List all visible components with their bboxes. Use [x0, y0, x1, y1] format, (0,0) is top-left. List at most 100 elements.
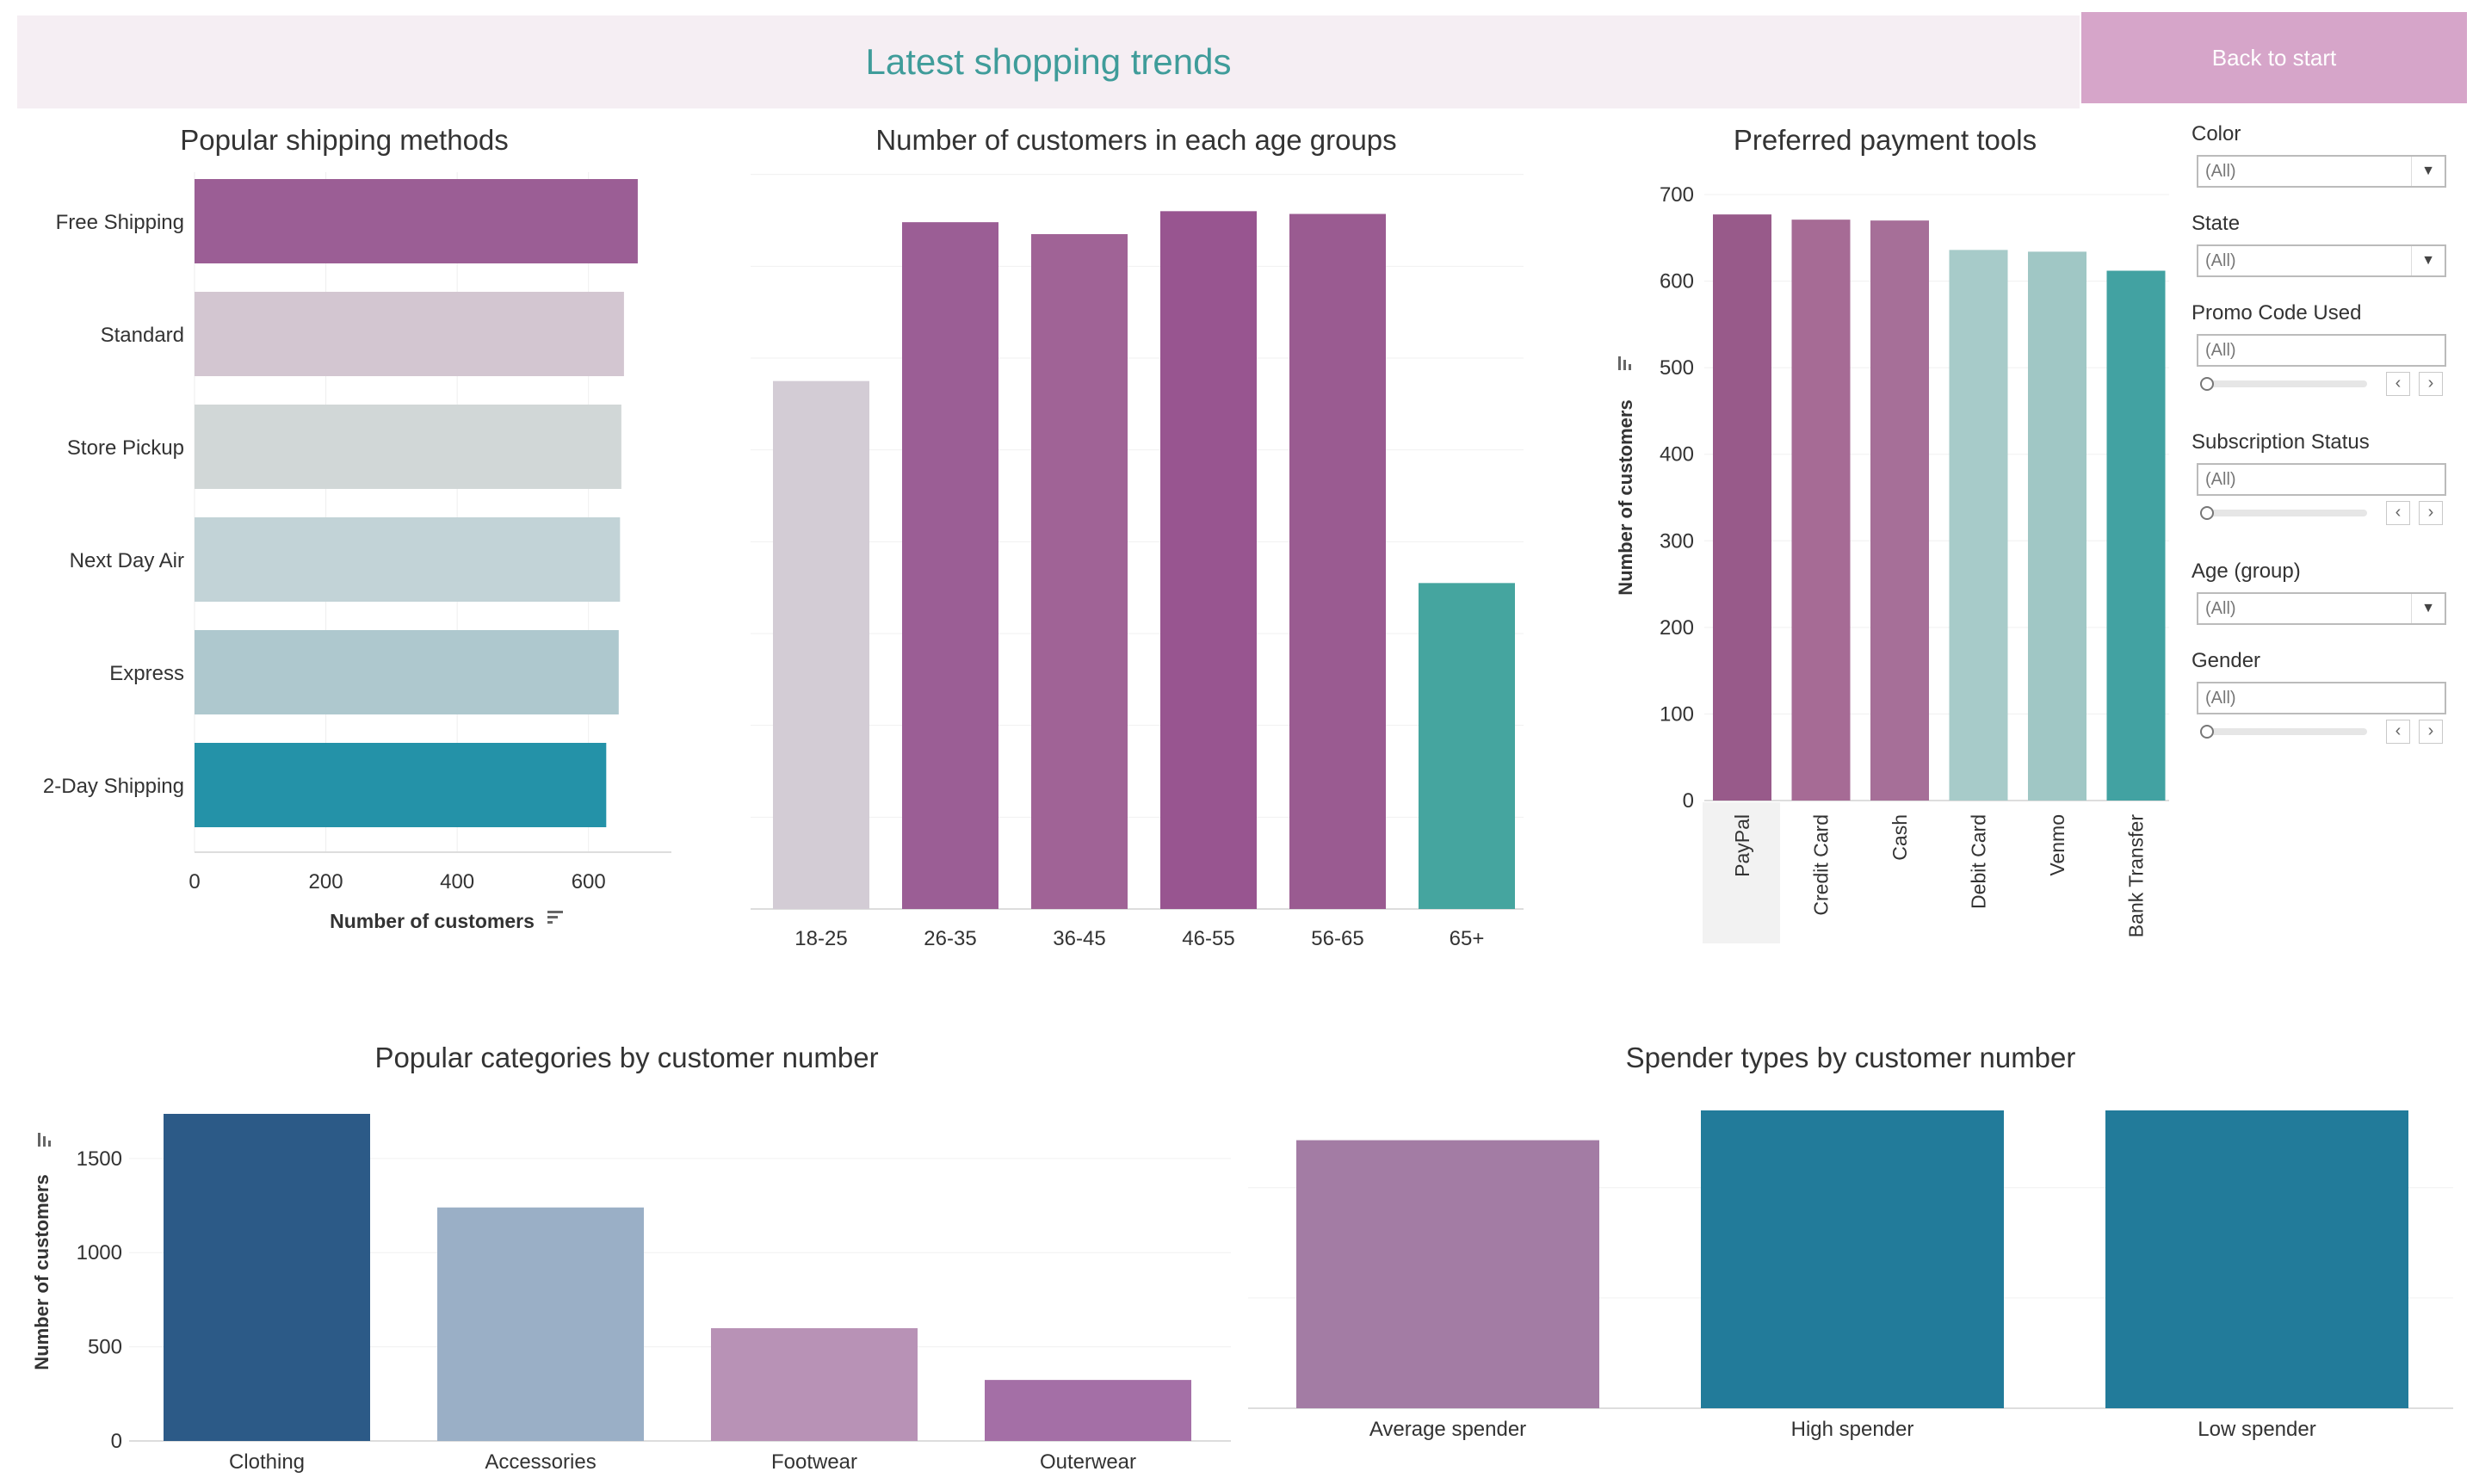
x-tick-label: 0: [189, 870, 200, 893]
bar: [711, 1327, 918, 1441]
bar: [985, 1380, 1191, 1441]
bar: [1419, 583, 1515, 909]
age-groups-chart: 18-25 26-35 36-45 46-55 56-65 65+: [751, 174, 1524, 950]
x-tick-label: 400: [440, 870, 474, 893]
bar: [902, 222, 998, 910]
chevron-right-icon[interactable]: ›: [2419, 372, 2443, 396]
slider-track[interactable]: [2204, 510, 2367, 516]
bar: [2106, 270, 2166, 801]
bar: [195, 743, 607, 827]
filter-gender-select[interactable]: (All): [2197, 682, 2446, 714]
bar: [437, 1207, 644, 1441]
category-label: 36-45: [1053, 927, 1105, 950]
chevron-left-icon[interactable]: ‹: [2386, 720, 2410, 744]
slider-track[interactable]: [2204, 380, 2367, 387]
category-label: Cash: [1889, 814, 1911, 861]
filter-label: Gender: [2192, 649, 2261, 672]
category-label: Debit Card: [1968, 814, 1990, 909]
category-label: Footwear: [771, 1450, 857, 1474]
bar: [195, 405, 621, 489]
filter-value: (All): [2205, 341, 2236, 360]
slider-handle[interactable]: [2200, 506, 2214, 520]
selected-category-highlight: [1703, 802, 1780, 943]
filter-label: Age (group): [2192, 560, 2301, 583]
category-label: 65+: [1450, 927, 1485, 950]
chevron-down-icon[interactable]: ▼: [2411, 157, 2445, 186]
chevron-down-icon[interactable]: ▼: [2411, 594, 2445, 623]
chevron-left-icon[interactable]: ‹: [2386, 372, 2410, 396]
sort-icon: [1618, 356, 1631, 370]
spender-types-chart: Average spender High spender Low spender: [1248, 1110, 2453, 1441]
filter-value: (All): [2205, 599, 2236, 618]
bar: [164, 1114, 370, 1441]
y-tick-label: 400: [1660, 443, 1694, 467]
slider-handle[interactable]: [2200, 377, 2214, 391]
filter-value: (All): [2205, 689, 2236, 708]
bar: [1870, 220, 1929, 801]
bar: [195, 517, 621, 602]
category-label: Low spender: [2198, 1418, 2315, 1441]
category-label: Express: [109, 662, 184, 685]
chevron-right-icon[interactable]: ›: [2419, 501, 2443, 525]
filter-promo-code-used-select[interactable]: (All): [2197, 334, 2446, 367]
filter-age-group-select[interactable]: (All) ▼: [2197, 592, 2446, 625]
chevron-right-icon[interactable]: ›: [2419, 720, 2443, 744]
bar: [1701, 1110, 2004, 1408]
spenders-chart-title: Spender types by customer number: [1625, 1042, 2076, 1073]
slider-handle[interactable]: [2200, 725, 2214, 739]
chevron-down-icon[interactable]: ▼: [2411, 246, 2445, 275]
y-tick-label: 600: [1660, 270, 1694, 294]
category-label: 26-35: [924, 927, 976, 950]
filter-state-select[interactable]: (All) ▼: [2197, 244, 2446, 277]
y-tick-label: 1000: [77, 1241, 122, 1264]
payment-tools-chart: 0 100 200 300 400 500 600 700 PayPal Credit Card C…: [1615, 183, 2169, 943]
category-label: Accessories: [485, 1450, 596, 1474]
bar: [1713, 214, 1771, 801]
bar: [1289, 213, 1386, 909]
category-label: Clothing: [229, 1450, 305, 1474]
categories-chart: 0 500 1000 1500 Clothing Accessories Footwear O…: [31, 1114, 1231, 1474]
filter-subscription-status-select[interactable]: (All): [2197, 463, 2446, 496]
category-label: 2-Day Shipping: [43, 775, 184, 798]
shipping-chart-title: Popular shipping methods: [180, 124, 509, 156]
category-label: 56-65: [1311, 927, 1363, 950]
back-to-start-button[interactable]: Back to start: [2081, 12, 2467, 103]
filter-value: (All): [2205, 470, 2236, 489]
category-label: Venmo: [2046, 814, 2068, 876]
bar: [195, 630, 619, 714]
bar: [1949, 250, 2008, 801]
category-label: 46-55: [1182, 927, 1234, 950]
category-label: Next Day Air: [70, 549, 184, 572]
bar: [1791, 220, 1851, 801]
sort-icon: [38, 1133, 51, 1147]
category-label: Average spender: [1369, 1418, 1526, 1441]
header-bar: [17, 15, 2080, 108]
bar: [1296, 1140, 1599, 1408]
category-label: Free Shipping: [56, 211, 184, 234]
bar: [1031, 234, 1128, 909]
shipping-methods-chart: 0 200 400 600 Free Shipping Standard Store Pic…: [43, 172, 671, 932]
slider-track[interactable]: [2204, 728, 2367, 735]
y-tick-label: 0: [1683, 789, 1694, 813]
x-axis-title: Number of customers: [330, 910, 535, 932]
filter-color-select[interactable]: (All) ▼: [2197, 155, 2446, 188]
y-tick-label: 300: [1660, 529, 1694, 553]
bar: [773, 380, 869, 910]
y-tick-label: 1500: [77, 1147, 122, 1171]
category-label: Credit Card: [1810, 814, 1833, 916]
filter-label: Color: [2192, 122, 2241, 145]
y-tick-label: 100: [1660, 702, 1694, 726]
filter-label: State: [2192, 212, 2241, 235]
category-label: PayPal: [1731, 814, 1753, 877]
sort-icon: [547, 911, 563, 924]
y-tick-label: 700: [1660, 183, 1694, 207]
category-label: 18-25: [794, 927, 847, 950]
bar: [2028, 251, 2086, 801]
y-tick-label: 500: [1660, 356, 1694, 380]
age-chart-title: Number of customers in each age groups: [875, 124, 1397, 156]
bar: [195, 179, 638, 263]
bar: [1160, 211, 1257, 909]
filter-label: Subscription Status: [2192, 430, 2370, 454]
y-tick-label: 0: [111, 1430, 122, 1453]
chevron-left-icon[interactable]: ‹: [2386, 501, 2410, 525]
